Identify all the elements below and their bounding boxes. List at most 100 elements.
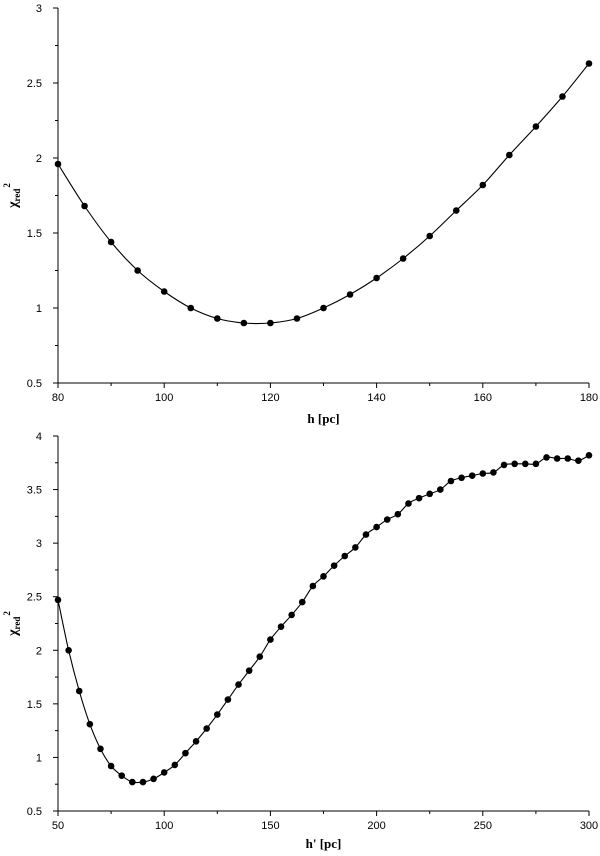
y-axis-title-sup: 2	[2, 183, 12, 188]
data-point	[54, 596, 62, 604]
data-point	[187, 304, 195, 312]
data-point	[426, 232, 434, 240]
x-tick-label: 300	[580, 820, 598, 832]
y-tick-label: 1.5	[27, 699, 42, 711]
y-tick-label: 1.5	[27, 228, 42, 240]
data-point	[129, 778, 136, 786]
data-point	[320, 573, 327, 580]
data-point	[490, 469, 497, 476]
data-point	[500, 461, 508, 469]
data-point	[134, 267, 141, 274]
data-point	[426, 490, 434, 498]
data-point	[298, 598, 306, 606]
data-point	[150, 775, 157, 783]
data-point	[564, 455, 572, 462]
data-point	[214, 315, 221, 322]
data-point	[511, 460, 518, 468]
data-point	[235, 681, 242, 688]
data-point	[330, 562, 338, 569]
data-point	[75, 687, 83, 695]
data-point	[585, 451, 593, 459]
data-point	[575, 457, 582, 464]
data-point	[139, 778, 147, 786]
x-tick-label: 150	[261, 820, 279, 832]
y-axis-title: χred2	[2, 611, 22, 637]
y-tick-label: 3	[36, 3, 42, 15]
data-point	[394, 510, 402, 518]
x-tick-label: 50	[52, 820, 64, 832]
data-point	[182, 749, 189, 757]
data-point	[373, 523, 380, 531]
data-point	[373, 274, 380, 282]
data-point	[532, 460, 540, 468]
y-axis-title-sub: red	[12, 189, 22, 202]
data-point	[267, 319, 274, 327]
data-point	[341, 552, 349, 560]
data-point	[468, 472, 476, 479]
data-point	[214, 711, 221, 718]
data-point	[399, 255, 407, 262]
data-point	[277, 623, 285, 631]
data-point	[240, 319, 248, 327]
data-point	[405, 500, 412, 507]
data-point	[559, 93, 566, 100]
y-axis-title-sub: red	[12, 617, 22, 630]
x-axis-title: h [pc]	[307, 411, 339, 426]
series-line	[57, 454, 590, 784]
data-point	[479, 181, 487, 189]
x-tick-label: 180	[580, 392, 598, 404]
data-point	[437, 486, 444, 493]
data-point	[192, 738, 200, 745]
x-tick-label: 140	[367, 392, 385, 404]
data-point	[532, 123, 540, 130]
chart-bottom: 50 100 150 200 250 300 0.5 1 1.5 2 2.5 3 3.5 4 h' [pc]…	[2, 431, 598, 851]
y-tick-label: 2.5	[27, 78, 42, 90]
data-point	[267, 636, 274, 643]
y-tick-label: 2	[36, 645, 42, 657]
data-point	[107, 238, 115, 246]
data-point	[543, 454, 550, 461]
y-tick-label: 2	[36, 153, 42, 165]
y-tick-label: 3.5	[27, 485, 42, 497]
data-point	[553, 455, 561, 462]
y-tick-label: 4	[36, 431, 42, 443]
y-axis-title: χred2	[2, 183, 22, 209]
data-point	[362, 531, 370, 538]
data-point	[458, 474, 465, 482]
series-line	[57, 63, 590, 325]
data-point	[203, 725, 210, 732]
x-tick-label: 200	[367, 820, 385, 832]
y-tick-label: 0.5	[27, 378, 42, 390]
data-point	[383, 516, 391, 523]
data-point	[320, 304, 327, 312]
x-tick-label: 100	[155, 820, 173, 832]
data-point	[118, 772, 126, 779]
data-point	[107, 762, 115, 770]
y-axis-title-sup: 2	[2, 611, 12, 616]
y-axis-title-main: χ	[6, 629, 21, 637]
data-point	[86, 720, 94, 728]
y-tick-label: 1	[36, 303, 42, 315]
data-point	[479, 470, 487, 477]
x-axis-title: h' [pc]	[306, 836, 342, 851]
data-point	[97, 745, 104, 753]
data-point	[171, 761, 179, 769]
data-point	[160, 769, 168, 776]
y-tick-label: 1	[36, 752, 42, 764]
data-point	[521, 460, 529, 468]
y-tick-label: 2.5	[27, 592, 42, 604]
data-point	[452, 207, 460, 214]
data-point	[81, 202, 88, 210]
data-point	[256, 653, 264, 661]
data-point	[447, 477, 455, 485]
x-tick-label: 120	[261, 392, 279, 404]
x-tick-label: 160	[474, 392, 492, 404]
data-point	[288, 611, 295, 619]
data-point	[293, 315, 301, 322]
data-point	[585, 60, 593, 67]
data-point	[65, 646, 72, 654]
x-tick-label: 100	[155, 392, 173, 404]
data-point	[309, 582, 317, 590]
